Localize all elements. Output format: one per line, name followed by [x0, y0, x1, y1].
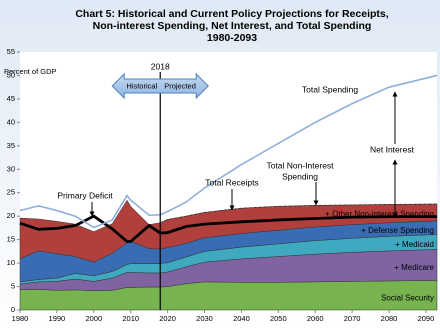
y-tick-label: 50: [7, 70, 15, 79]
x-tick-label: 2090: [418, 314, 435, 323]
x-tick-label: 2010: [122, 314, 139, 323]
title: Chart 5: Historical and Current Policy P…: [75, 8, 388, 44]
y-tick-label: 15: [7, 235, 15, 244]
chart-title: Chart 5: Historical and Current Policy P…: [75, 8, 388, 20]
y-tick-label: 10: [7, 258, 15, 267]
marker-label: 2018: [151, 61, 170, 71]
y-tick-label: 35: [7, 141, 15, 150]
x-tick-label: 2020: [159, 314, 176, 323]
y-tick-label: 45: [7, 94, 15, 103]
x-tick-label: 2070: [344, 314, 361, 323]
annotation: Total Receipts: [205, 177, 258, 187]
series-label: + Other Non-interest Spending: [325, 210, 434, 219]
x-tick-label: 1980: [12, 314, 29, 323]
y-tick-label: 0: [11, 305, 15, 314]
x-tick-label: 1990: [49, 314, 66, 323]
x-tick-label: 2060: [307, 314, 324, 323]
x-tick-label: 2000: [85, 314, 102, 323]
marker-label: Historical: [126, 81, 157, 90]
y-tick-label: 40: [7, 117, 15, 126]
series-label: + Defense Spending: [361, 226, 434, 235]
y-tick-label: 25: [7, 188, 15, 197]
y-axis-label: Percent of GDP: [4, 67, 57, 76]
x-tick-label: 2050: [270, 314, 287, 323]
marker-label: Projected: [164, 81, 196, 90]
x-tick-label: 2030: [196, 314, 213, 323]
area: [19, 199, 438, 263]
annotation: Net Interest: [370, 144, 415, 154]
x-tick-label: 2040: [233, 314, 250, 323]
y-tick-label: 30: [7, 164, 15, 173]
annotation: Total Non-Interest: [266, 160, 334, 170]
y-tick-label: 5: [11, 282, 15, 291]
annotation: Primary Deficit: [57, 190, 113, 200]
chart-title: 1980-2093: [207, 32, 257, 44]
non-interest-line: [160, 203, 438, 224]
marker-arrow: [111, 72, 209, 100]
annotation: Spending: [282, 171, 318, 181]
annotation: Total Spending: [302, 84, 359, 94]
series-label: + Medicare: [394, 263, 434, 272]
series-label: Social Security: [381, 293, 434, 302]
y-tick-label: 55: [7, 47, 15, 56]
y-tick-label: 20: [7, 211, 15, 220]
chart-title: Non-interest Spending, Net Interest, and…: [93, 20, 372, 32]
series-label: + Medicaid: [395, 240, 434, 249]
x-tick-label: 2080: [381, 314, 398, 323]
